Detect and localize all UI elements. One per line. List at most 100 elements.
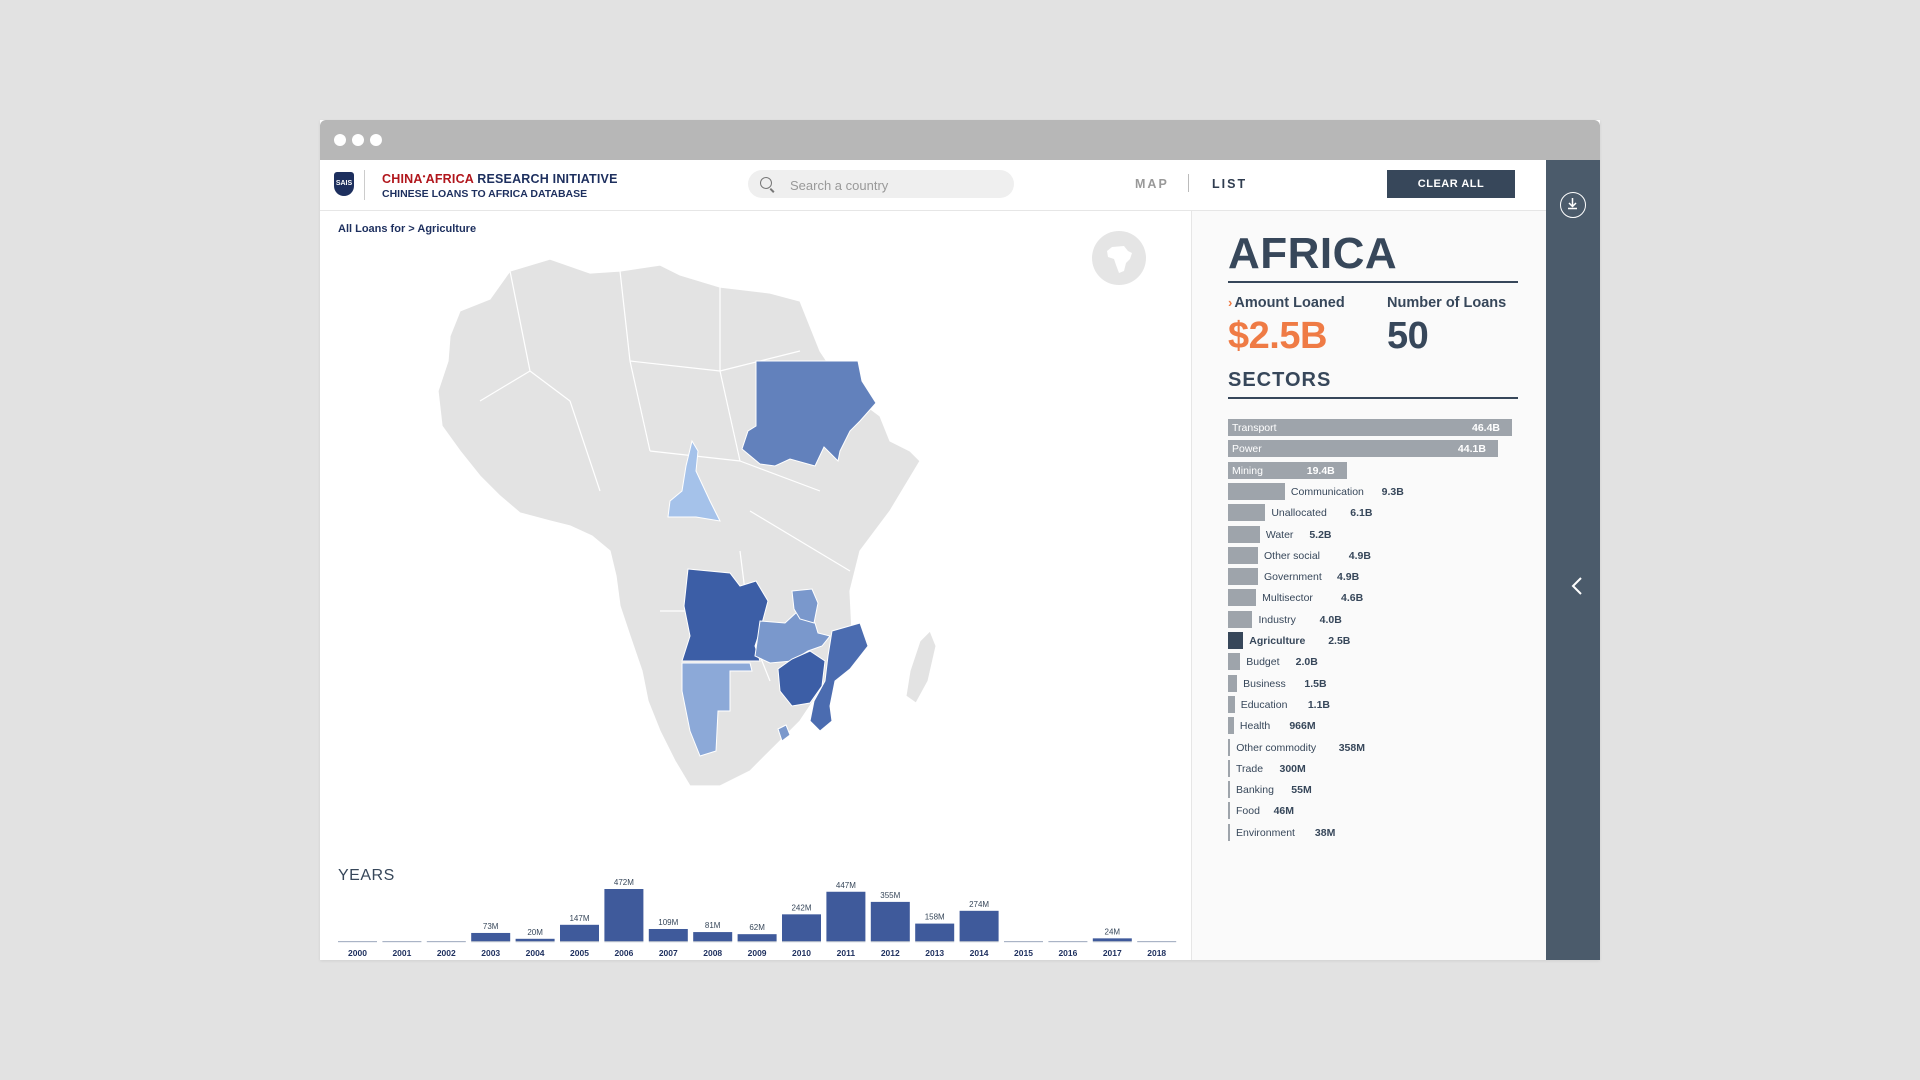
year-tick-label[interactable]: 2013: [925, 948, 944, 958]
sector-bar[interactable]: [1228, 419, 1512, 436]
year-baseline: [604, 941, 644, 943]
nav-list-tab[interactable]: LIST: [1212, 177, 1248, 191]
year-value-label: 81M: [705, 921, 721, 930]
sector-name: Banking: [1236, 784, 1274, 797]
year-bar[interactable]: [471, 932, 511, 941]
sector-bar[interactable]: [1228, 504, 1266, 522]
sectors-title: SECTORS: [1228, 369, 1332, 391]
year-tick-label[interactable]: 2000: [348, 948, 367, 958]
sector-value: 4.0B: [1319, 613, 1342, 626]
sector-bar[interactable]: [1228, 525, 1260, 543]
year-tick-label[interactable]: 2017: [1103, 948, 1122, 958]
sector-bar[interactable]: [1228, 546, 1258, 564]
nav-divider: [1188, 174, 1189, 192]
window-dot-icon[interactable]: [370, 134, 382, 146]
sector-name: Multisector: [1262, 592, 1313, 605]
sector-bar[interactable]: [1228, 695, 1235, 713]
year-tick-label[interactable]: 2007: [659, 948, 678, 958]
year-tick-label[interactable]: 2018: [1147, 948, 1166, 958]
sector-value: 44.1B: [1457, 443, 1486, 456]
year-value-label: 242M: [791, 903, 811, 912]
africa-mini-icon: [1107, 246, 1132, 273]
breadcrumb-root[interactable]: All Loans for: [338, 223, 406, 235]
year-bar[interactable]: [604, 889, 644, 941]
year-tick-label[interactable]: 2008: [703, 948, 722, 958]
year-tick-label[interactable]: 2004: [526, 948, 545, 958]
window-dot-icon[interactable]: [352, 134, 364, 146]
sector-bar[interactable]: [1228, 632, 1244, 649]
window-titlebar: [320, 120, 1600, 160]
sector-name: Power: [1232, 443, 1262, 456]
sector-bar[interactable]: [1228, 759, 1230, 777]
brand-subtitle: CHINESE LOANS TO AFRICA DATABASE: [382, 188, 588, 200]
brand-title[interactable]: CHINA•AFRICA RESEARCH INITIATIVE: [382, 172, 618, 186]
year-bar[interactable]: [870, 901, 910, 941]
year-value-label: 274M: [969, 900, 989, 909]
sector-name: Water: [1265, 528, 1294, 541]
amount-loaned-label[interactable]: › Amount Loaned: [1228, 295, 1345, 311]
search-input[interactable]: [788, 174, 1002, 196]
year-tick-label[interactable]: 2016: [1058, 948, 1077, 958]
year-value-label: 20M: [527, 928, 543, 937]
year-bar[interactable]: [915, 923, 955, 941]
year-baseline: [915, 941, 955, 943]
sector-bar[interactable]: [1228, 461, 1347, 479]
sector-bar[interactable]: [1228, 674, 1238, 692]
year-tick-label[interactable]: 2011: [837, 948, 856, 958]
sector-bar[interactable]: [1228, 568, 1258, 586]
sector-bar[interactable]: [1228, 482, 1285, 500]
year-tick-label[interactable]: 2010: [792, 948, 811, 958]
sector-name: Environment: [1236, 826, 1295, 839]
sector-value: 1.5B: [1304, 677, 1327, 690]
country-madagascar: [905, 630, 937, 704]
year-tick-label[interactable]: 2005: [570, 948, 589, 958]
year-tick-label[interactable]: 2003: [481, 948, 500, 958]
sector-bar[interactable]: [1228, 802, 1230, 820]
year-tick-label[interactable]: 2006: [614, 948, 633, 958]
africa-map[interactable]: [420, 251, 1020, 811]
year-bar[interactable]: [515, 938, 555, 941]
sector-name: Unallocated: [1271, 507, 1327, 520]
amount-loaned-value: $2.5B: [1228, 315, 1327, 357]
year-bar[interactable]: [826, 891, 866, 941]
year-bar[interactable]: [648, 928, 688, 941]
sector-value: 966M: [1289, 720, 1316, 733]
sector-bar[interactable]: [1228, 440, 1498, 458]
sector-bar[interactable]: [1228, 717, 1234, 735]
sector-bar[interactable]: [1228, 610, 1253, 628]
year-tick-label[interactable]: 2001: [392, 948, 411, 958]
year-tick-label[interactable]: 2009: [748, 948, 767, 958]
sector-bar[interactable]: [1228, 589, 1257, 607]
sais-shield-icon[interactable]: SAIS: [334, 172, 354, 196]
year-value-label: 24M: [1105, 927, 1121, 936]
year-bar[interactable]: [1092, 938, 1132, 941]
year-bar[interactable]: [959, 910, 999, 941]
sector-value: 4.9B: [1348, 549, 1371, 562]
year-tick-label[interactable]: 2015: [1014, 948, 1033, 958]
globe-reset-icon[interactable]: [1092, 231, 1146, 285]
collapse-chevron-left-icon[interactable]: [1566, 574, 1590, 598]
nav-map-tab[interactable]: MAP: [1135, 177, 1169, 191]
sector-name: Trade: [1236, 762, 1264, 775]
sector-bar[interactable]: [1228, 823, 1230, 841]
number-of-loans-label[interactable]: Number of Loans: [1387, 295, 1507, 311]
years-bar-chart[interactable]: 2000 2001 2002 73M 2003 20M 2004 147M 2005 472M 20…: [334, 867, 1184, 959]
year-bar[interactable]: [560, 924, 599, 941]
year-bar[interactable]: [782, 914, 821, 941]
sector-bar[interactable]: [1228, 738, 1231, 756]
sector-bar[interactable]: [1228, 781, 1230, 799]
year-tick-label[interactable]: 2014: [970, 948, 989, 958]
clear-all-button[interactable]: CLEAR ALL: [1387, 170, 1515, 198]
sector-bar[interactable]: [1228, 653, 1241, 671]
year-bar[interactable]: [737, 934, 777, 941]
download-icon[interactable]: [1560, 192, 1586, 218]
sector-value: 5.2B: [1309, 528, 1332, 541]
window-dot-icon[interactable]: [334, 134, 346, 146]
year-baseline: [870, 941, 910, 943]
brand-red-china: CHINA: [382, 172, 423, 186]
year-tick-label[interactable]: 2012: [881, 948, 900, 958]
year-bar[interactable]: [693, 932, 733, 941]
number-of-loans-value: 50: [1387, 315, 1429, 357]
search-box[interactable]: [748, 170, 1014, 198]
year-tick-label[interactable]: 2002: [437, 948, 456, 958]
